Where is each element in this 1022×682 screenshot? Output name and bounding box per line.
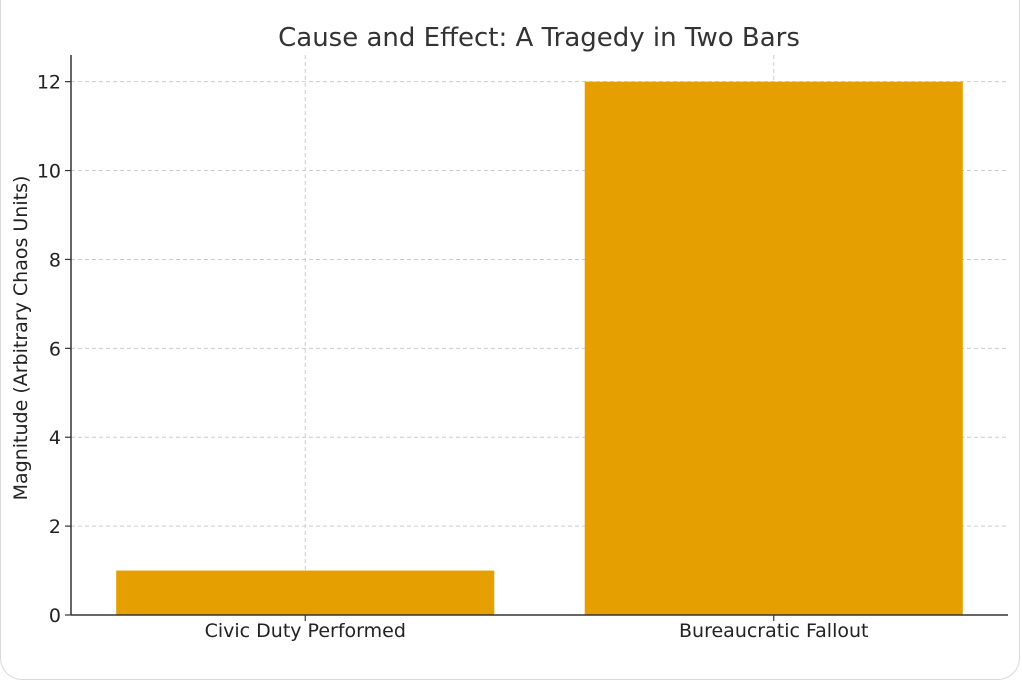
y-tick-label: 8	[49, 249, 61, 271]
y-tick-label: 2	[49, 516, 61, 538]
bar-1	[584, 81, 963, 615]
y-tick-label: 4	[49, 427, 61, 449]
y-tick-label: 10	[37, 161, 61, 183]
bar-0	[116, 570, 495, 615]
axes	[65, 55, 1008, 621]
chart-title: Cause and Effect: A Tragedy in Two Bars	[278, 23, 800, 53]
x-tick-label: Bureaucratic Fallout	[679, 620, 868, 642]
y-tick-label: 0	[49, 605, 61, 627]
bars	[116, 81, 963, 615]
y-axis-label: Magnitude (Arbitrary Chaos Units)	[10, 176, 32, 501]
y-tick-label: 12	[37, 72, 61, 94]
tick-labels: 0 2 4 6 8 10 12 Civic Duty Performed Bureaucrati…	[37, 72, 869, 642]
x-tick-label: Civic Duty Performed	[205, 620, 406, 642]
y-tick-label: 6	[49, 338, 61, 360]
